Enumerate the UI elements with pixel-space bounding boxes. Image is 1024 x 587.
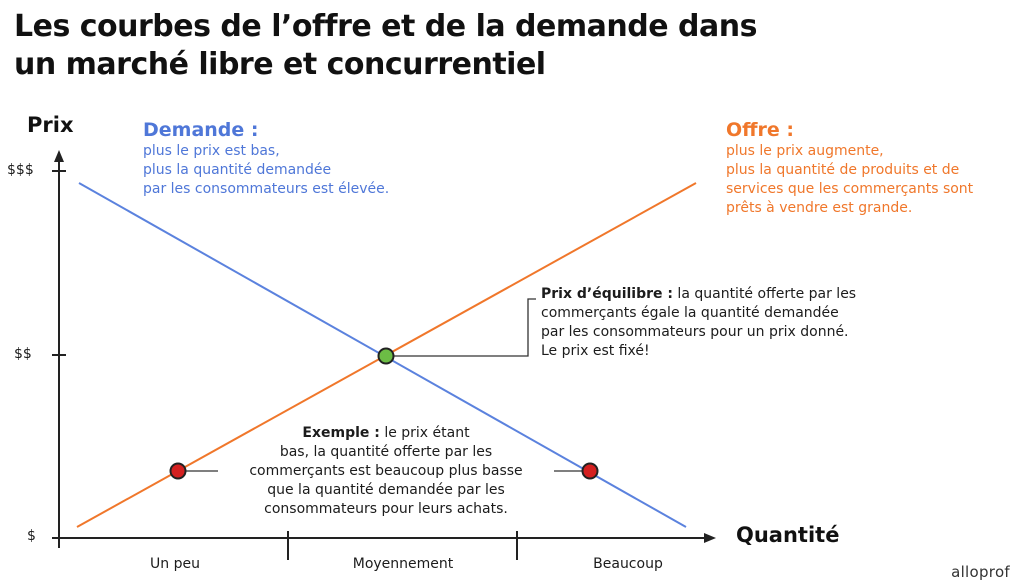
example-annotation: Exemple : le prix étant bas, la quantité… <box>218 424 554 519</box>
example-text-line-4: que la quantité demandée par les <box>267 482 505 498</box>
demand-text-line-1: plus le prix est bas, <box>143 143 280 159</box>
title-line-2: un marché libre et concurrentiel <box>14 47 546 82</box>
x-axis-arrow <box>704 533 716 543</box>
y-axis-arrow <box>54 150 64 162</box>
supply-heading: Offre : <box>726 119 795 141</box>
demand-text-line-3: par les consommateurs est élevée. <box>143 181 390 197</box>
example-line-1-rest: le prix étant <box>379 425 470 441</box>
alloprof-logo: alloprof <box>951 563 1010 581</box>
supply-text-line-2: plus la quantité de produits et de <box>726 162 960 178</box>
y-tick-label-mid: $$ <box>14 346 32 362</box>
x-category-un-peu: Un peu <box>150 556 200 572</box>
demand-text-line-2: plus la quantité demandée <box>143 162 332 178</box>
equilibrium-line-1-rest: la quantité offerte par les <box>672 286 857 302</box>
equilibrium-text-line-4: Le prix est fixé! <box>541 343 650 359</box>
equilibrium-connector <box>386 298 536 357</box>
y-tick-label-low: $ <box>27 528 36 544</box>
equilibrium-text-line-2: commerçants égale la quantité demandée <box>541 305 839 321</box>
title-line-1: Les courbes de l’offre et de la demande … <box>14 9 757 44</box>
x-category-moyennement: Moyennement <box>352 556 454 572</box>
example-point-demand <box>581 462 599 480</box>
example-text-line-2: bas, la quantité offerte par les <box>279 444 493 460</box>
y-tick-label-high: $$$ <box>7 162 34 178</box>
x-category-beaucoup: Beaucoup <box>593 556 663 572</box>
supply-text-line-4: prêts à vendre est grande. <box>726 200 913 216</box>
equilibrium-text-line-3: par les consommateurs pour un prix donné… <box>541 324 849 340</box>
supply-text-line-1: plus le prix augmente, <box>726 143 884 159</box>
demand-annotation: Demande : plus le prix est bas, plus la … <box>143 118 389 199</box>
x-axis-title: Quantité <box>736 523 840 547</box>
supply-annotation: Offre : plus le prix augmente, plus la q… <box>726 118 973 218</box>
demand-heading: Demande : <box>143 119 259 141</box>
example-point-supply <box>169 462 187 480</box>
example-label: Exemple : <box>302 425 380 441</box>
equilibrium-label: Prix d’équilibre : <box>541 286 673 302</box>
y-axis-title: Prix <box>27 113 74 137</box>
equilibrium-text-line-1: Prix d’équilibre : la quantité offerte p… <box>541 285 856 304</box>
example-text-line-1: Exemple : le prix étant <box>218 424 554 443</box>
equilibrium-annotation: Prix d’équilibre : la quantité offerte p… <box>541 285 856 361</box>
example-text-line-3: commerçants est beaucoup plus basse <box>249 463 523 479</box>
supply-text-line-3: services que les commerçants sont <box>726 181 974 197</box>
page-title: Les courbes de l’offre et de la demande … <box>14 8 914 84</box>
equilibrium-point <box>377 347 395 365</box>
example-text-line-5: consommateurs pour leurs achats. <box>264 501 508 517</box>
example-text-mask <box>218 462 554 482</box>
